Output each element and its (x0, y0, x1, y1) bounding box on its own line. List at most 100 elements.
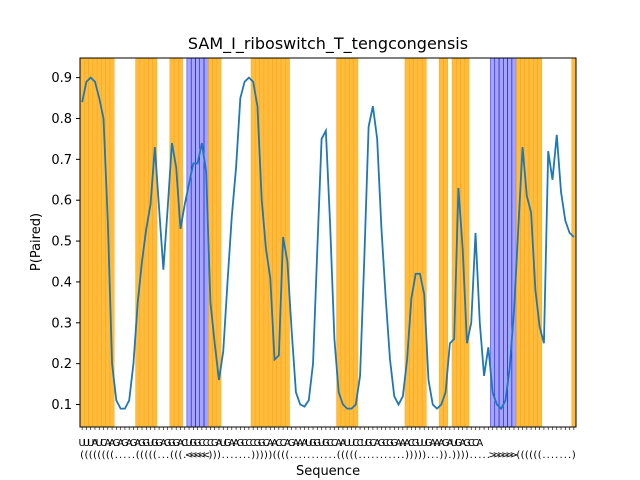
structure-band (212, 57, 218, 428)
x-tick-label-nucleotide: A (395, 438, 402, 449)
x-tick-label-nucleotide: C (241, 438, 248, 449)
y-tick-label: 0.7 (51, 153, 72, 168)
x-tick-label-structure: ( (174, 450, 178, 461)
structure-band (88, 57, 94, 428)
x-tick-label-nucleotide: U (185, 438, 192, 449)
structure-band (284, 57, 290, 428)
x-tick-label-structure: ( (144, 450, 148, 461)
x-tick-label-structure: . (247, 450, 250, 461)
structure-band (451, 57, 457, 428)
x-tick-label-nucleotide: G (386, 438, 394, 449)
structure-band (340, 57, 346, 428)
structure-band (178, 57, 183, 428)
structure-band (272, 57, 277, 428)
x-tick-label-nucleotide: G (455, 438, 463, 449)
structure-band (169, 57, 175, 428)
structure-band (349, 57, 354, 428)
x-tick-label-structure: ) (405, 450, 409, 461)
structure-band (276, 57, 282, 428)
x-tick-label-nucleotide: G (164, 438, 172, 449)
x-tick-label-structure: . (166, 450, 169, 461)
x-tick-label-structure: ) (208, 450, 212, 461)
x-tick-label-nucleotide: A (92, 438, 99, 449)
x-tick-label-structure: . (564, 450, 567, 461)
x-tick-label-nucleotide: U (348, 438, 355, 449)
y-tick-label: 0.6 (51, 194, 72, 209)
x-tick-label-nucleotide: A (104, 438, 111, 449)
x-tick-label-nucleotide: A (134, 438, 141, 449)
x-tick-label-nucleotide: G (138, 438, 146, 449)
x-tick-label-structure: ( (80, 450, 84, 461)
structure-band (250, 57, 256, 428)
y-tick-label: 0.1 (51, 398, 72, 413)
x-tick-label-structure: ) (414, 450, 418, 461)
x-tick-label-nucleotide: G (258, 438, 266, 449)
x-tick-label-structure: < (202, 450, 210, 461)
x-tick-label-nucleotide: U (416, 438, 423, 449)
x-tick-label-structure: ( (93, 450, 97, 461)
x-tick-label-structure: . (222, 450, 225, 461)
x-tick-label-nucleotide: A (434, 438, 441, 449)
x-tick-label-structure: . (371, 450, 374, 461)
structure-band (438, 57, 444, 428)
x-tick-label-structure: . (329, 450, 332, 461)
x-tick-label-structure: ( (273, 450, 277, 461)
x-tick-label-structure: . (115, 450, 118, 461)
structure-band (139, 57, 145, 428)
x-tick-label-nucleotide: A (476, 438, 483, 449)
x-tick-label-structure: . (542, 450, 545, 461)
x-tick-label-structure: < (198, 450, 206, 461)
x-tick-label-nucleotide: A (438, 438, 445, 449)
x-tick-label-nucleotide: A (233, 438, 240, 449)
x-tick-label-nucleotide: G (168, 438, 176, 449)
x-tick-label-structure: < (189, 450, 197, 461)
x-tick-label-structure: . (470, 450, 473, 461)
x-tick-label-nucleotide: A (374, 438, 381, 449)
y-tick-label: 0.5 (51, 235, 72, 250)
structure-band (520, 57, 525, 428)
x-tick-label-structure: . (393, 450, 396, 461)
x-tick-label-structure: > (510, 450, 518, 461)
x-tick-label-structure: ( (153, 450, 157, 461)
x-tick-label-nucleotide: G (309, 438, 317, 449)
x-tick-label-structure: . (384, 450, 387, 461)
x-tick-label-structure: . (316, 450, 319, 461)
structure-band (190, 57, 196, 428)
x-tick-label-nucleotide: G (365, 438, 373, 449)
x-tick-label-nucleotide: G (142, 438, 150, 449)
x-tick-label-structure: ( (149, 450, 153, 461)
x-tick-label-structure: . (132, 450, 135, 461)
x-tick-label-structure: . (290, 450, 293, 461)
y-axis: 0.1 0.2 0.3 0.4 0.5 0.6 0.7 0.8 0.9 (51, 71, 80, 413)
structure-band (344, 57, 350, 428)
x-tick-label-structure: . (547, 450, 550, 461)
structure-band (79, 57, 85, 428)
structure-band (267, 57, 273, 428)
x-tick-label-structure: ) (213, 450, 217, 461)
x-tick-label-structure: ) (255, 450, 259, 461)
structure-band (413, 57, 419, 428)
x-tick-label-structure: ( (529, 450, 533, 461)
structure-band (135, 57, 141, 428)
y-tick-label: 0.2 (51, 357, 72, 372)
x-tick-label-structure: . (427, 450, 430, 461)
x-tick-label-structure: ) (264, 450, 268, 461)
x-tick-label-structure: ( (285, 450, 289, 461)
structure-band (421, 57, 427, 428)
structure-band (148, 57, 153, 428)
x-axis-label: Sequence (296, 464, 360, 479)
x-tick-label-nucleotide: G (224, 438, 232, 449)
x-tick-label-nucleotide: C (357, 438, 364, 449)
x-tick-label-structure: . (294, 450, 297, 461)
x-tick-label-nucleotide: A (399, 438, 406, 449)
x-tick-label-nucleotide: A (177, 438, 184, 449)
x-tick-label-structure: ) (251, 450, 255, 461)
structure-band (494, 57, 500, 428)
x-tick-label-structure: . (568, 450, 571, 461)
x-tick-label-structure: ) (260, 450, 264, 461)
x-tick-label-nucleotide: C (472, 438, 479, 449)
x-tick-label-structure: . (358, 450, 361, 461)
x-tick-label-structure: . (431, 450, 434, 461)
x-tick-label-nucleotide: A (404, 438, 411, 449)
structure-band (524, 57, 530, 428)
